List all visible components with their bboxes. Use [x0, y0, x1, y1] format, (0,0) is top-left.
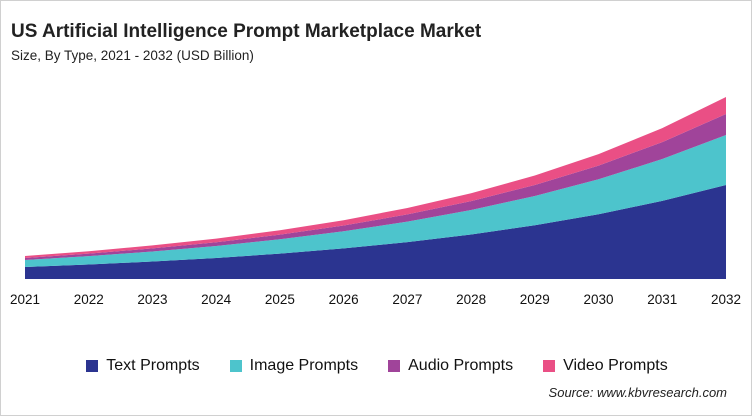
- legend-item: Text Prompts: [86, 357, 200, 375]
- legend: Text Prompts Image Prompts Audio Prompts Vi…: [1, 357, 751, 375]
- legend-swatch: [229, 360, 242, 372]
- x-tick-label: 2021: [10, 292, 40, 307]
- x-tick-label: 2029: [520, 292, 550, 307]
- x-tick-label: 2024: [201, 292, 232, 307]
- source-note: Source: www.kbvresearch.com: [548, 385, 727, 400]
- legend-label: Text Prompts: [106, 357, 200, 374]
- area-image-prompts: [25, 135, 726, 267]
- legend-label: Image Prompts: [249, 357, 359, 374]
- area-text-prompts: [25, 185, 726, 279]
- x-tick-label: 2026: [329, 292, 359, 307]
- x-tick-label: 2030: [584, 292, 614, 307]
- legend-label: Video Prompts: [563, 357, 668, 374]
- chart-subtitle: Size, By Type, 2021 - 2032 (USD Billion): [11, 48, 254, 63]
- x-tick-label: 2028: [456, 292, 486, 307]
- chart-title: US Artificial Intelligence Prompt Market…: [11, 21, 482, 42]
- legend-swatch: [388, 360, 401, 372]
- x-tick-label: 2023: [137, 292, 167, 307]
- legend-label: Audio Prompts: [408, 357, 514, 374]
- legend-item: Audio Prompts: [388, 357, 513, 375]
- legend-item: Image Prompts: [229, 357, 359, 375]
- x-tick-label: 2025: [265, 292, 295, 307]
- x-tick-label: 2027: [392, 292, 422, 307]
- x-tick-label: 2031: [647, 292, 677, 307]
- x-tick-label: 2032: [711, 292, 741, 307]
- legend-item: Video Prompts: [543, 357, 668, 375]
- legend-swatch: [543, 360, 556, 372]
- x-tick-label: 2022: [74, 292, 104, 307]
- legend-swatch: [86, 360, 99, 372]
